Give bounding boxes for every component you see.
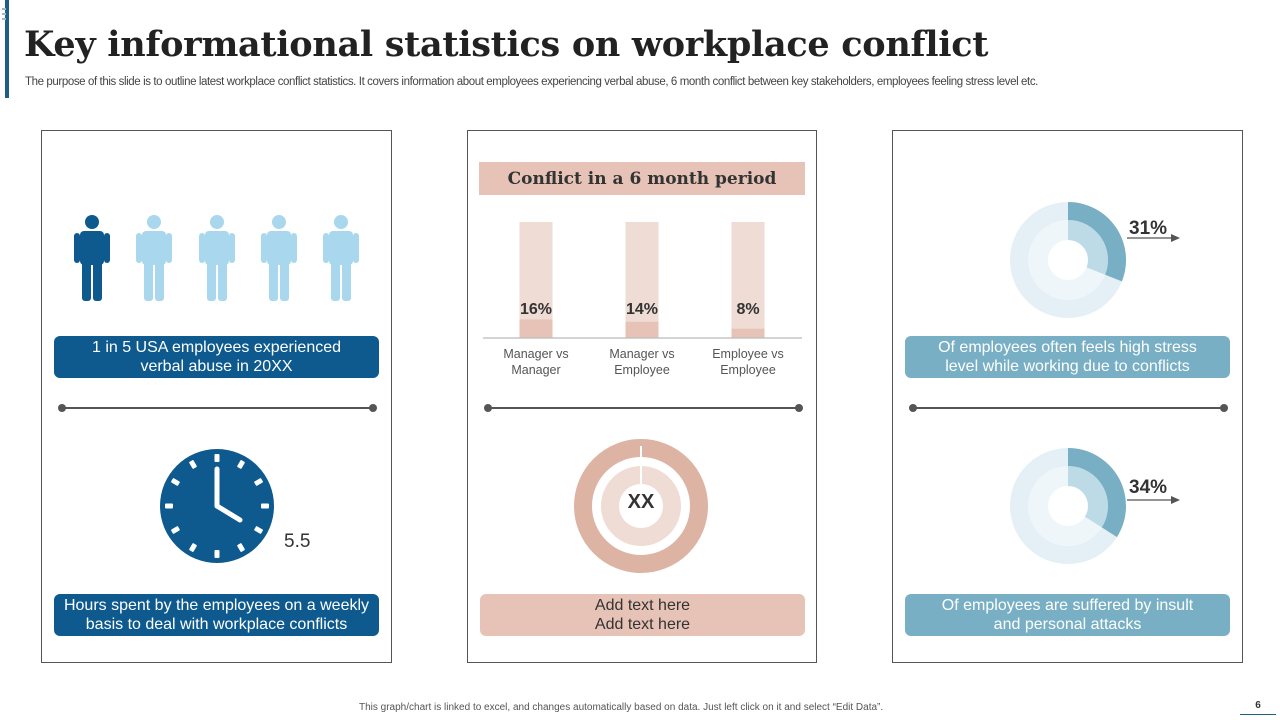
person-icon: [261, 215, 297, 301]
caption-line: level while working due to conflicts: [945, 358, 1190, 375]
caption-line: Add text here: [594, 597, 691, 614]
arrow-icon: [1127, 234, 1180, 242]
bar-track: [625, 222, 659, 338]
panel-conflict-chart: Conflict in a 6 month period 16% Manager …: [467, 130, 817, 663]
caption-line: 1 in 5 USA employees experienced: [91, 339, 342, 356]
person-highlighted-icon: [74, 215, 110, 301]
x-tick-label: Manager: [511, 363, 560, 377]
x-tick-label: Manager vs: [609, 347, 674, 361]
panel-verbal-abuse: 1 in 5 USA employees experienced verbal …: [41, 130, 392, 663]
caption-line: basis to deal with workplace conflicts: [85, 616, 348, 633]
x-tick-label: Employee vs: [712, 347, 784, 361]
bar: [625, 321, 659, 338]
donut-hole: [1048, 486, 1088, 526]
panel-stress-stats: 31% Of employees often feels high stress…: [892, 130, 1243, 663]
donut-hole: [1048, 240, 1088, 280]
section-divider: [484, 404, 803, 412]
footer-note: This graph/chart is linked to excel, and…: [359, 702, 884, 713]
accent-dots: [2, 8, 8, 28]
person-icon: [136, 215, 172, 301]
caption-line: and personal attacks: [993, 616, 1142, 633]
placeholder-donut-chart: [574, 439, 708, 573]
conflict-bar-chart: 16% Manager vs Manager 14% Manager vs Employe…: [483, 222, 802, 377]
bar-track: [731, 222, 765, 338]
person-icon: [323, 215, 359, 301]
section-divider: [58, 404, 377, 412]
bar-data-label: 14%: [626, 301, 658, 318]
bar-track: [519, 222, 553, 338]
section-divider: [909, 404, 1228, 412]
caption-line: Add text here: [594, 616, 691, 633]
insult-percent-label: 34%: [1129, 477, 1168, 498]
bar: [731, 328, 765, 338]
bar-data-label: 8%: [736, 301, 759, 318]
arrow-icon: [1127, 496, 1180, 504]
x-tick-label: Manager vs: [503, 347, 568, 361]
title-accent-bar: [5, 0, 9, 98]
donut-segment: [1068, 202, 1126, 282]
clock-icon: [160, 449, 274, 563]
insult-caption: Of employees are suffered by insult and …: [905, 594, 1230, 636]
bar-data-label: 16%: [520, 301, 552, 318]
page-subtitle: The purpose of this slide is to outline …: [25, 76, 1038, 88]
stress-caption: Of employees often feels high stress lev…: [905, 336, 1230, 378]
stress-donut-chart: [1010, 202, 1126, 318]
page-number: 6: [1255, 700, 1261, 711]
caption-line: Of employees are suffered by insult: [941, 597, 1194, 614]
verbal-abuse-caption: 1 in 5 USA employees experienced verbal …: [54, 336, 379, 378]
page-title: Key informational statistics on workplac…: [24, 24, 989, 65]
x-tick-label: Employee: [614, 363, 670, 377]
insult-donut-chart: [1010, 448, 1126, 564]
donut-segment: [1068, 448, 1126, 538]
chart-title: Conflict in a 6 month period: [479, 162, 805, 195]
caption-line: verbal abuse in 20XX: [140, 358, 293, 375]
hours-caption: Hours spent by the employees on a weekly…: [54, 594, 379, 636]
x-tick-label: Employee: [720, 363, 776, 377]
hours-value: 5.5: [284, 531, 311, 552]
bar: [519, 319, 553, 338]
placeholder-caption: Add text here Add text here: [480, 594, 805, 636]
donut-center-label: XX: [627, 491, 655, 513]
person-icon: [199, 215, 235, 301]
caption-line: Hours spent by the employees on a weekly: [63, 597, 370, 614]
stress-percent-label: 31%: [1129, 218, 1168, 239]
page-number-underline: [1240, 714, 1276, 715]
caption-line: Of employees often feels high stress: [938, 339, 1197, 356]
